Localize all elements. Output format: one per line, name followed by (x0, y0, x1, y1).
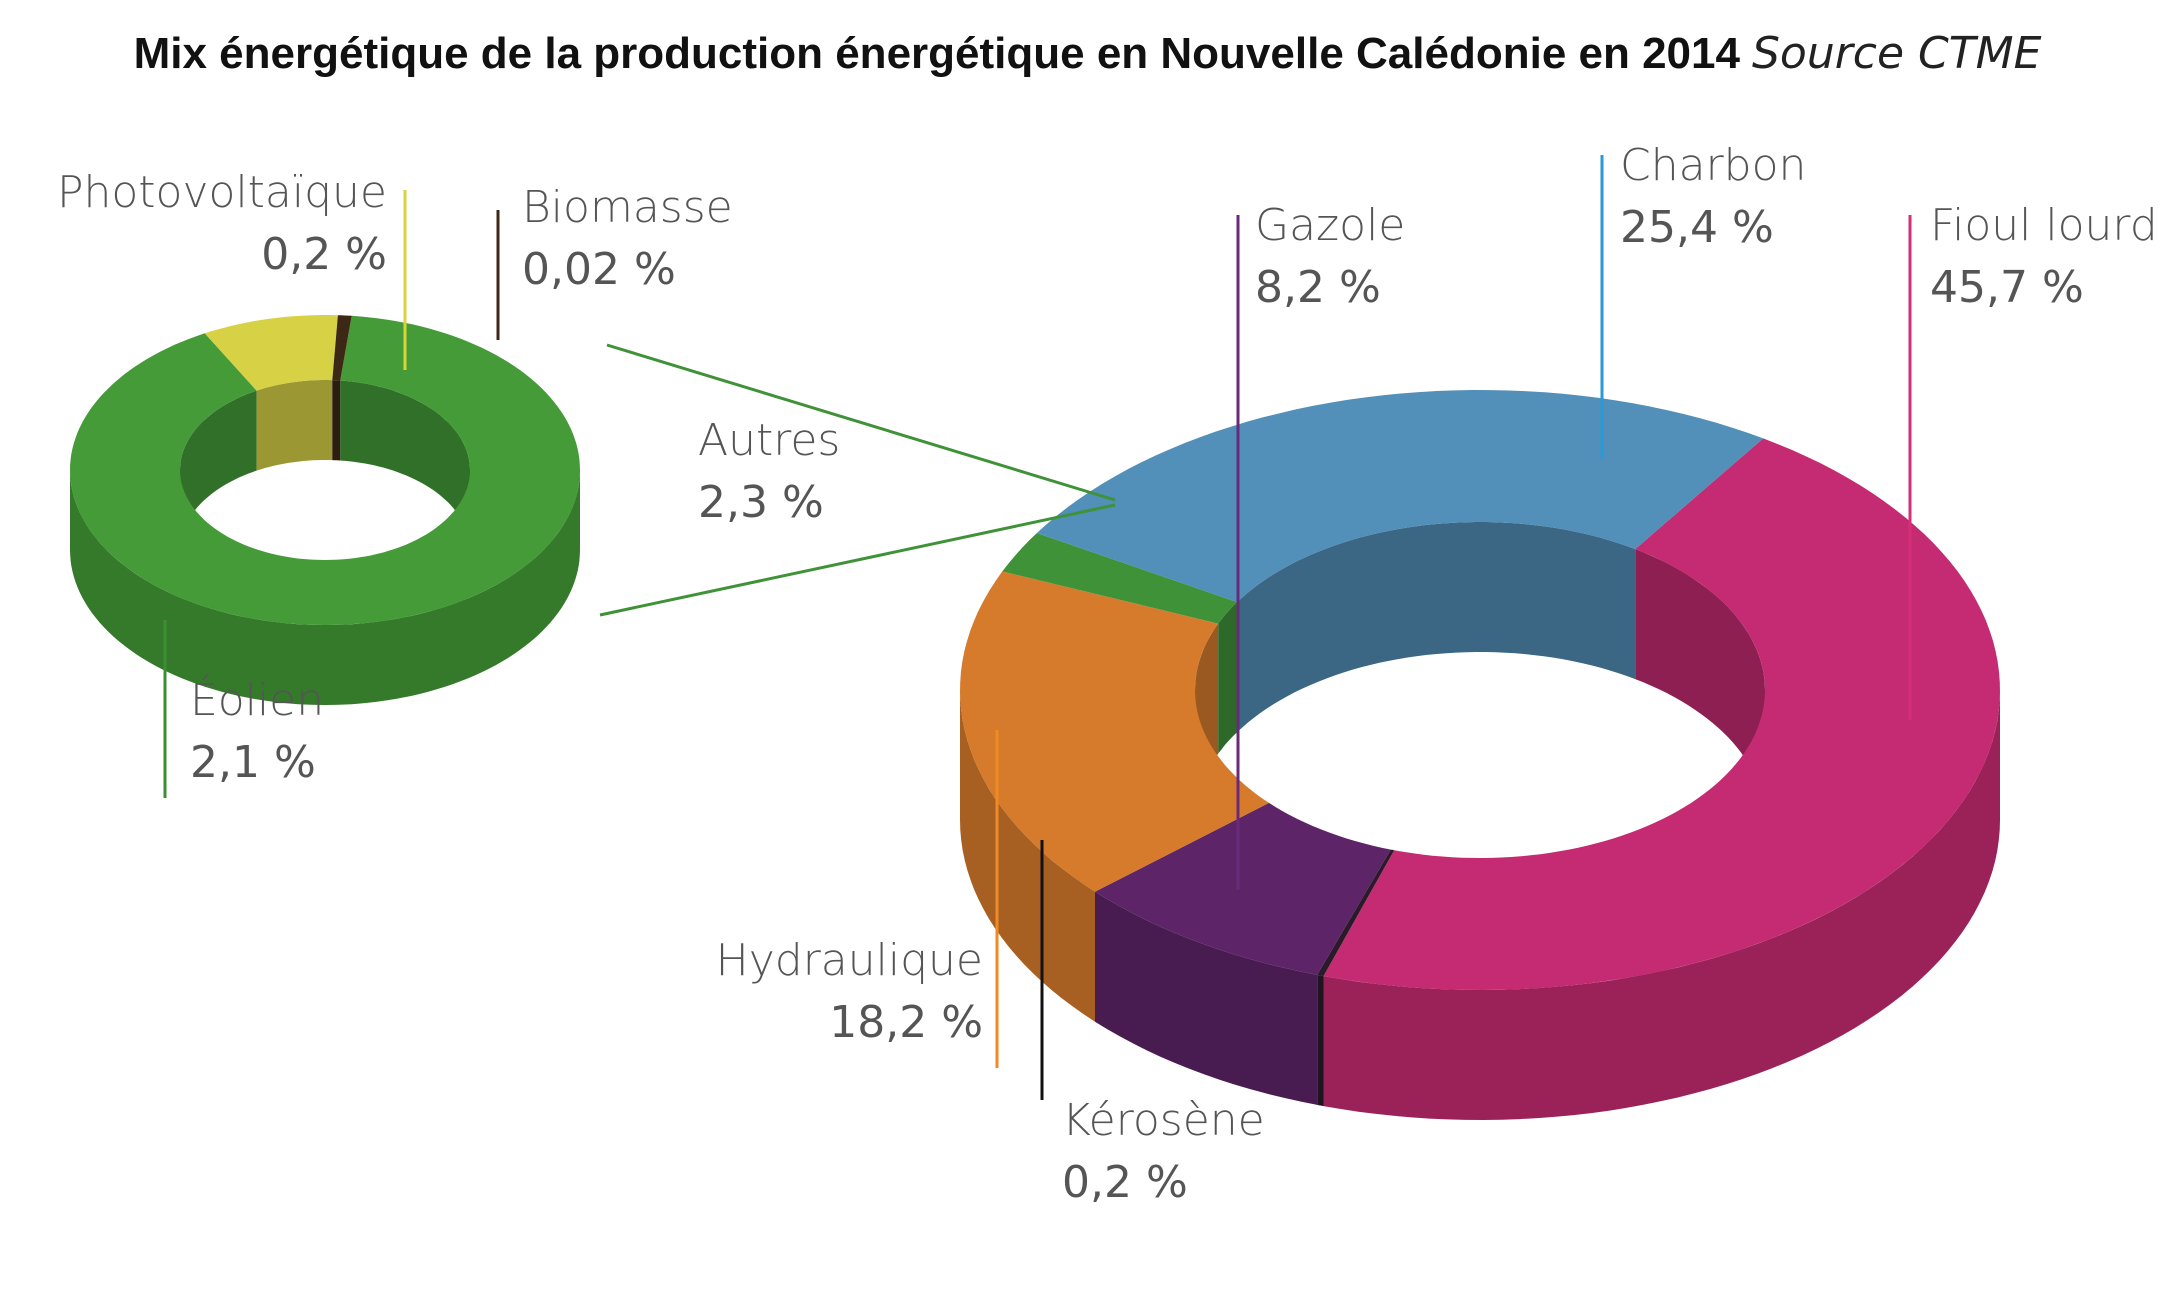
outer-wall-hydraulique (960, 690, 1095, 1022)
slice-hydraulique (960, 571, 1269, 892)
slice-gazole (1095, 802, 1391, 975)
label-name-biomasse: Biomasse (522, 182, 733, 233)
slice-charbon (1036, 390, 1764, 603)
inner-wall-eolien (180, 390, 257, 550)
chart-title-text: Mix énergétique de la production énergét… (133, 29, 1740, 78)
inner-wall-fioul-lourd (1635, 549, 1765, 820)
label-value-charbon: 25,4 % (1620, 202, 1774, 253)
connector-line-top (606, 343, 1116, 502)
label-name-photovoltaique: Photovoltaïque (57, 167, 387, 218)
chart-source: Source CTME (1751, 28, 2042, 79)
slice-fioul-lourd (1323, 438, 2000, 990)
inner-wall-eolien (340, 380, 470, 550)
connector-line-bottom (599, 503, 1116, 617)
label-value-fioul-lourd: 45,7 % (1930, 262, 2084, 313)
label-value-gazole: 8,2 % (1255, 262, 1381, 313)
label-name-fioul-lourd: Fioul lourd (1930, 200, 2158, 251)
slice-kerosene (1317, 849, 1395, 977)
inner-wall-charbon (1237, 522, 1636, 733)
label-value-autres: 2,3 % (698, 477, 824, 528)
label-value-eolien: 2,1 % (190, 737, 316, 788)
inner-wall-photovoltaique (256, 380, 333, 471)
outer-wall-gazole (1095, 891, 1318, 1105)
label-name-eolien: Éolien (190, 673, 324, 726)
label-name-charbon: Charbon (1620, 140, 1806, 191)
donut-chart-2 (70, 315, 580, 705)
outer-wall-kerosene (1317, 974, 1324, 1107)
label-name-autres: Autres (698, 415, 840, 466)
slice-eolien (70, 315, 580, 625)
outer-wall-fioul-lourd (1323, 690, 2000, 1120)
inner-wall-autres (1218, 602, 1238, 754)
autres-connector (599, 343, 1116, 617)
label-value-hydraulique: 18,2 % (829, 997, 983, 1048)
donut-chart-1 (960, 390, 2000, 1120)
label-name-hydraulique: Hydraulique (716, 935, 983, 986)
label-value-kerosene: 0,2 % (1062, 1157, 1188, 1208)
label-name-kerosene: Kérosène (1062, 1095, 1265, 1146)
inner-wall-biomasse (332, 380, 341, 461)
slice-photovoltaique (204, 315, 338, 391)
label-name-gazole: Gazole (1255, 200, 1405, 251)
label-value-photovoltaique: 0,2 % (261, 229, 387, 280)
chart-title: Mix énergétique de la production énergét… (0, 28, 2175, 79)
slice-autres (1002, 533, 1238, 624)
outer-wall-eolien (70, 470, 580, 705)
label-value-biomasse: 0,02 % (522, 244, 676, 295)
slice-biomasse (332, 315, 352, 381)
